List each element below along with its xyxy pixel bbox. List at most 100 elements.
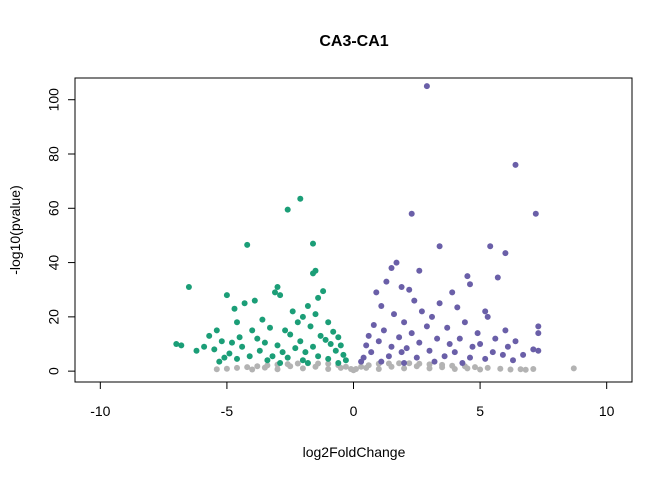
data-point-up xyxy=(444,324,451,331)
data-point-down xyxy=(178,342,185,349)
data-point-down xyxy=(342,357,349,364)
data-point-ns xyxy=(234,364,240,371)
data-point-up xyxy=(408,330,415,337)
data-point-down xyxy=(274,342,281,349)
data-point-ns xyxy=(299,365,306,372)
data-point-down xyxy=(244,241,251,248)
data-point-up xyxy=(487,243,494,250)
data-point-down xyxy=(279,349,286,356)
data-point-down xyxy=(304,303,311,309)
data-point-ns xyxy=(439,364,446,371)
data-point-down xyxy=(239,343,246,350)
data-point-up xyxy=(535,330,542,337)
data-point-ns xyxy=(287,363,294,370)
data-point-up xyxy=(494,274,501,281)
data-point-down xyxy=(173,341,180,347)
data-point-up xyxy=(436,300,443,307)
data-point-down xyxy=(337,342,344,349)
data-point-ns xyxy=(213,366,220,373)
data-point-up xyxy=(446,341,453,347)
data-point-ns xyxy=(244,364,251,371)
data-points xyxy=(173,83,577,374)
data-point-ns xyxy=(472,364,478,371)
data-point-up xyxy=(449,289,456,296)
data-point-up xyxy=(423,323,430,330)
data-point-down xyxy=(251,297,258,304)
data-point-up xyxy=(520,351,527,358)
data-point-up xyxy=(451,349,458,356)
data-point-down xyxy=(289,308,296,315)
data-point-up xyxy=(368,349,375,356)
x-tick-label: -10 xyxy=(90,403,110,419)
data-point-ns xyxy=(426,365,433,372)
data-point-up xyxy=(373,289,380,296)
data-point-ns xyxy=(261,364,268,371)
data-point-up xyxy=(441,353,448,360)
data-point-down xyxy=(317,332,324,339)
y-axis-label: -log10(pvalue) xyxy=(7,185,23,275)
data-point-ns xyxy=(348,366,354,372)
data-point-up xyxy=(401,319,408,326)
data-point-up xyxy=(393,259,400,266)
data-point-down xyxy=(340,351,347,358)
data-point-up xyxy=(482,308,489,315)
data-point-down xyxy=(299,357,306,364)
chart-title: CA3-CA1 xyxy=(319,33,388,50)
data-point-up xyxy=(535,323,542,330)
data-point-up xyxy=(459,360,466,366)
x-axis: -10 -5 0 5 10 xyxy=(90,381,615,419)
data-point-down xyxy=(332,347,339,354)
data-point-down xyxy=(226,350,233,357)
data-point-up xyxy=(436,243,443,250)
data-point-down xyxy=(249,327,256,334)
data-point-down xyxy=(292,345,299,352)
data-point-down xyxy=(274,284,281,290)
data-point-down xyxy=(299,313,306,320)
data-point-ns xyxy=(375,366,382,372)
data-point-ns xyxy=(507,366,514,373)
data-point-ns xyxy=(223,365,230,372)
data-point-up xyxy=(388,265,395,271)
data-point-ns xyxy=(517,366,524,373)
data-point-up xyxy=(504,343,511,350)
x-tick-label: -5 xyxy=(221,403,234,419)
y-tick-label: 40 xyxy=(46,255,62,271)
data-point-up xyxy=(477,341,484,347)
x-tick-label: 0 xyxy=(350,403,358,419)
data-point-down xyxy=(320,288,327,295)
data-point-ns xyxy=(401,365,408,372)
data-point-up xyxy=(378,303,385,309)
data-point-up xyxy=(431,358,438,365)
data-point-up xyxy=(482,355,489,362)
data-point-ns xyxy=(396,360,403,367)
data-point-up xyxy=(499,351,506,358)
data-point-up xyxy=(418,308,425,315)
data-point-ns xyxy=(342,363,349,370)
data-point-up xyxy=(464,273,471,280)
plot-frame xyxy=(74,77,633,383)
data-point-down xyxy=(234,319,240,326)
data-point-down xyxy=(282,327,289,334)
data-point-up xyxy=(474,330,481,337)
data-point-up xyxy=(429,313,435,320)
data-point-down xyxy=(264,357,271,364)
y-tick-label: 100 xyxy=(46,88,62,112)
data-point-up xyxy=(489,349,496,356)
data-point-ns xyxy=(337,364,344,371)
data-point-up xyxy=(535,347,542,354)
data-point-up xyxy=(469,343,476,350)
data-point-down xyxy=(267,324,273,331)
data-point-down xyxy=(206,332,213,339)
data-point-down xyxy=(307,323,314,330)
data-point-down xyxy=(246,353,253,360)
data-point-down xyxy=(193,347,200,354)
data-point-up xyxy=(380,327,387,334)
data-point-up xyxy=(383,278,390,285)
data-point-up xyxy=(512,161,519,168)
data-point-ns xyxy=(274,366,281,373)
data-point-up xyxy=(467,281,473,288)
data-point-ns xyxy=(325,360,332,367)
data-point-down xyxy=(201,343,208,350)
data-point-ns xyxy=(570,365,577,372)
data-point-up xyxy=(413,354,420,361)
